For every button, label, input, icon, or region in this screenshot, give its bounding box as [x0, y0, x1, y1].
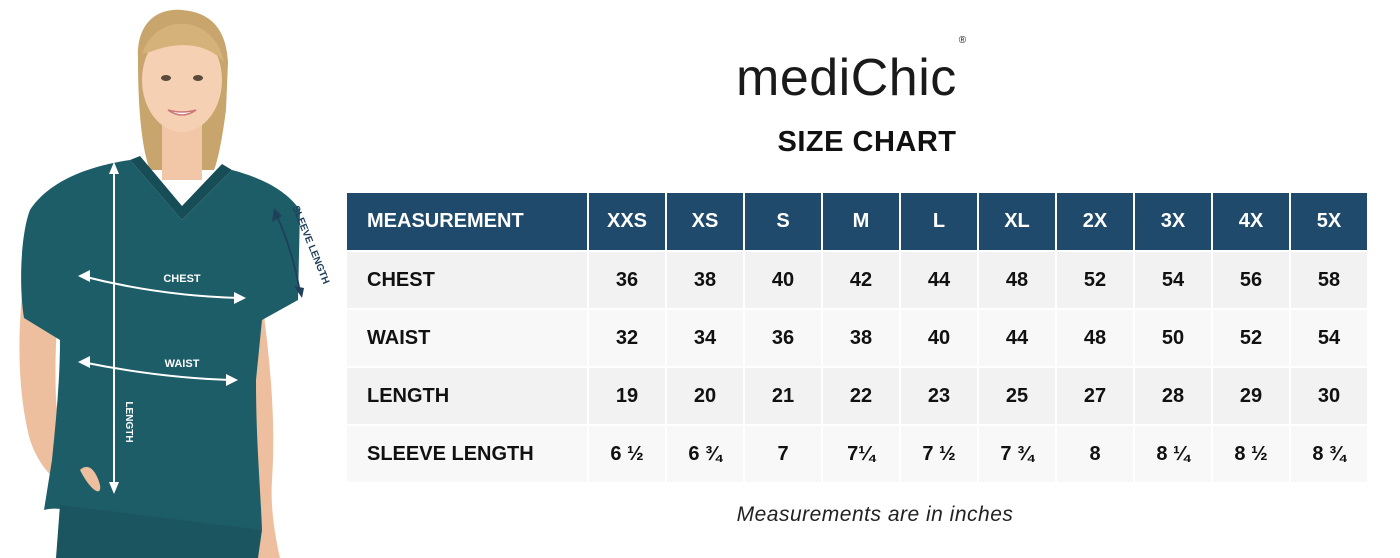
- table-cell: 52: [1213, 310, 1289, 366]
- measurement-lines: [81, 170, 241, 488]
- registered-mark: ®: [958, 34, 967, 46]
- waist-label: WAIST: [165, 358, 200, 370]
- header-size: 4X: [1213, 193, 1289, 250]
- table-cell: 28: [1135, 368, 1211, 424]
- table-row-chest: CHEST 36 38 40 42 44 48 52 54 56 58: [347, 252, 1367, 308]
- table-cell: 36: [589, 252, 665, 308]
- table-cell: 19: [589, 368, 665, 424]
- table-cell: 38: [667, 252, 743, 308]
- row-label: CHEST: [347, 252, 587, 308]
- header-size: S: [745, 193, 821, 250]
- units-note: Measurements are in inches: [736, 503, 1014, 526]
- table-cell: 6 ¾: [667, 426, 743, 482]
- header-measurement: MEASUREMENT: [347, 193, 587, 250]
- row-label: SLEEVE LENGTH: [347, 426, 587, 482]
- header-size: 3X: [1135, 193, 1211, 250]
- size-table: MEASUREMENT XXS XS S M L XL 2X 3X 4X 5X …: [345, 191, 1369, 484]
- header-size: XXS: [589, 193, 665, 250]
- scrub-top: [21, 160, 300, 530]
- table-cell: 38: [823, 310, 899, 366]
- table-cell: 29: [1213, 368, 1289, 424]
- face: [142, 28, 222, 132]
- table-cell: 25: [979, 368, 1055, 424]
- header-size: XL: [979, 193, 1055, 250]
- table-cell: 30: [1291, 368, 1367, 424]
- table-cell: 7 ½: [901, 426, 977, 482]
- table-cell: 40: [901, 310, 977, 366]
- table-cell: 48: [979, 252, 1055, 308]
- table-cell: 8 ¼: [1135, 426, 1211, 482]
- table-cell: 8: [1057, 426, 1133, 482]
- table-cell: 8 ½: [1213, 426, 1289, 482]
- table-row-waist: WAIST 32 34 36 38 40 44 48 50 52 54: [347, 310, 1367, 366]
- page-title-wrap: SIZE CHART: [740, 126, 994, 159]
- table-cell: 20: [667, 368, 743, 424]
- table-cell: 8 ¾: [1291, 426, 1367, 482]
- row-label: LENGTH: [347, 368, 587, 424]
- page-title: SIZE CHART: [777, 126, 957, 158]
- table-header-row: MEASUREMENT XXS XS S M L XL 2X 3X 4X 5X: [347, 193, 1367, 250]
- table-cell: 54: [1291, 310, 1367, 366]
- model-illustration: CHEST WAIST LENGTH SLEEVE LENGTH: [19, 9, 331, 558]
- table-cell: 7¼: [823, 426, 899, 482]
- table-cell: 56: [1213, 252, 1289, 308]
- scrub-pants: [56, 505, 262, 558]
- table-cell: 22: [823, 368, 899, 424]
- header-size: 2X: [1057, 193, 1133, 250]
- table-cell: 44: [979, 310, 1055, 366]
- table-cell: 52: [1057, 252, 1133, 308]
- table-cell: 7 ¾: [979, 426, 1055, 482]
- brand-strong: Chic: [850, 49, 957, 107]
- table-cell: 23: [901, 368, 977, 424]
- table-cell: 42: [823, 252, 899, 308]
- table-cell: 40: [745, 252, 821, 308]
- length-label: LENGTH: [123, 401, 134, 442]
- table-cell: 27: [1057, 368, 1133, 424]
- header-size: 5X: [1291, 193, 1367, 250]
- table-row-sleeve-length: SLEEVE LENGTH 6 ½ 6 ¾ 7 7¼ 7 ½ 7 ¾ 8 8 ¼…: [347, 426, 1367, 482]
- row-label: WAIST: [347, 310, 587, 366]
- table-cell: 44: [901, 252, 977, 308]
- table-cell: 50: [1135, 310, 1211, 366]
- table-cell: 7: [745, 426, 821, 482]
- table-cell: 36: [745, 310, 821, 366]
- table-cell: 34: [667, 310, 743, 366]
- header-size: L: [901, 193, 977, 250]
- table-cell: 6 ½: [589, 426, 665, 482]
- table-cell: 32: [589, 310, 665, 366]
- table-cell: 48: [1057, 310, 1133, 366]
- table-cell: 54: [1135, 252, 1211, 308]
- chest-label: CHEST: [163, 273, 201, 285]
- table-row-length: LENGTH 19 20 21 22 23 25 27 28 29 30: [347, 368, 1367, 424]
- arrow-heads: [78, 162, 246, 494]
- table-cell: 58: [1291, 252, 1367, 308]
- table-cell: 21: [745, 368, 821, 424]
- brand-light: medi: [736, 49, 851, 107]
- brand-logo: mediChic®: [736, 35, 967, 107]
- header-size: XS: [667, 193, 743, 250]
- header-size: M: [823, 193, 899, 250]
